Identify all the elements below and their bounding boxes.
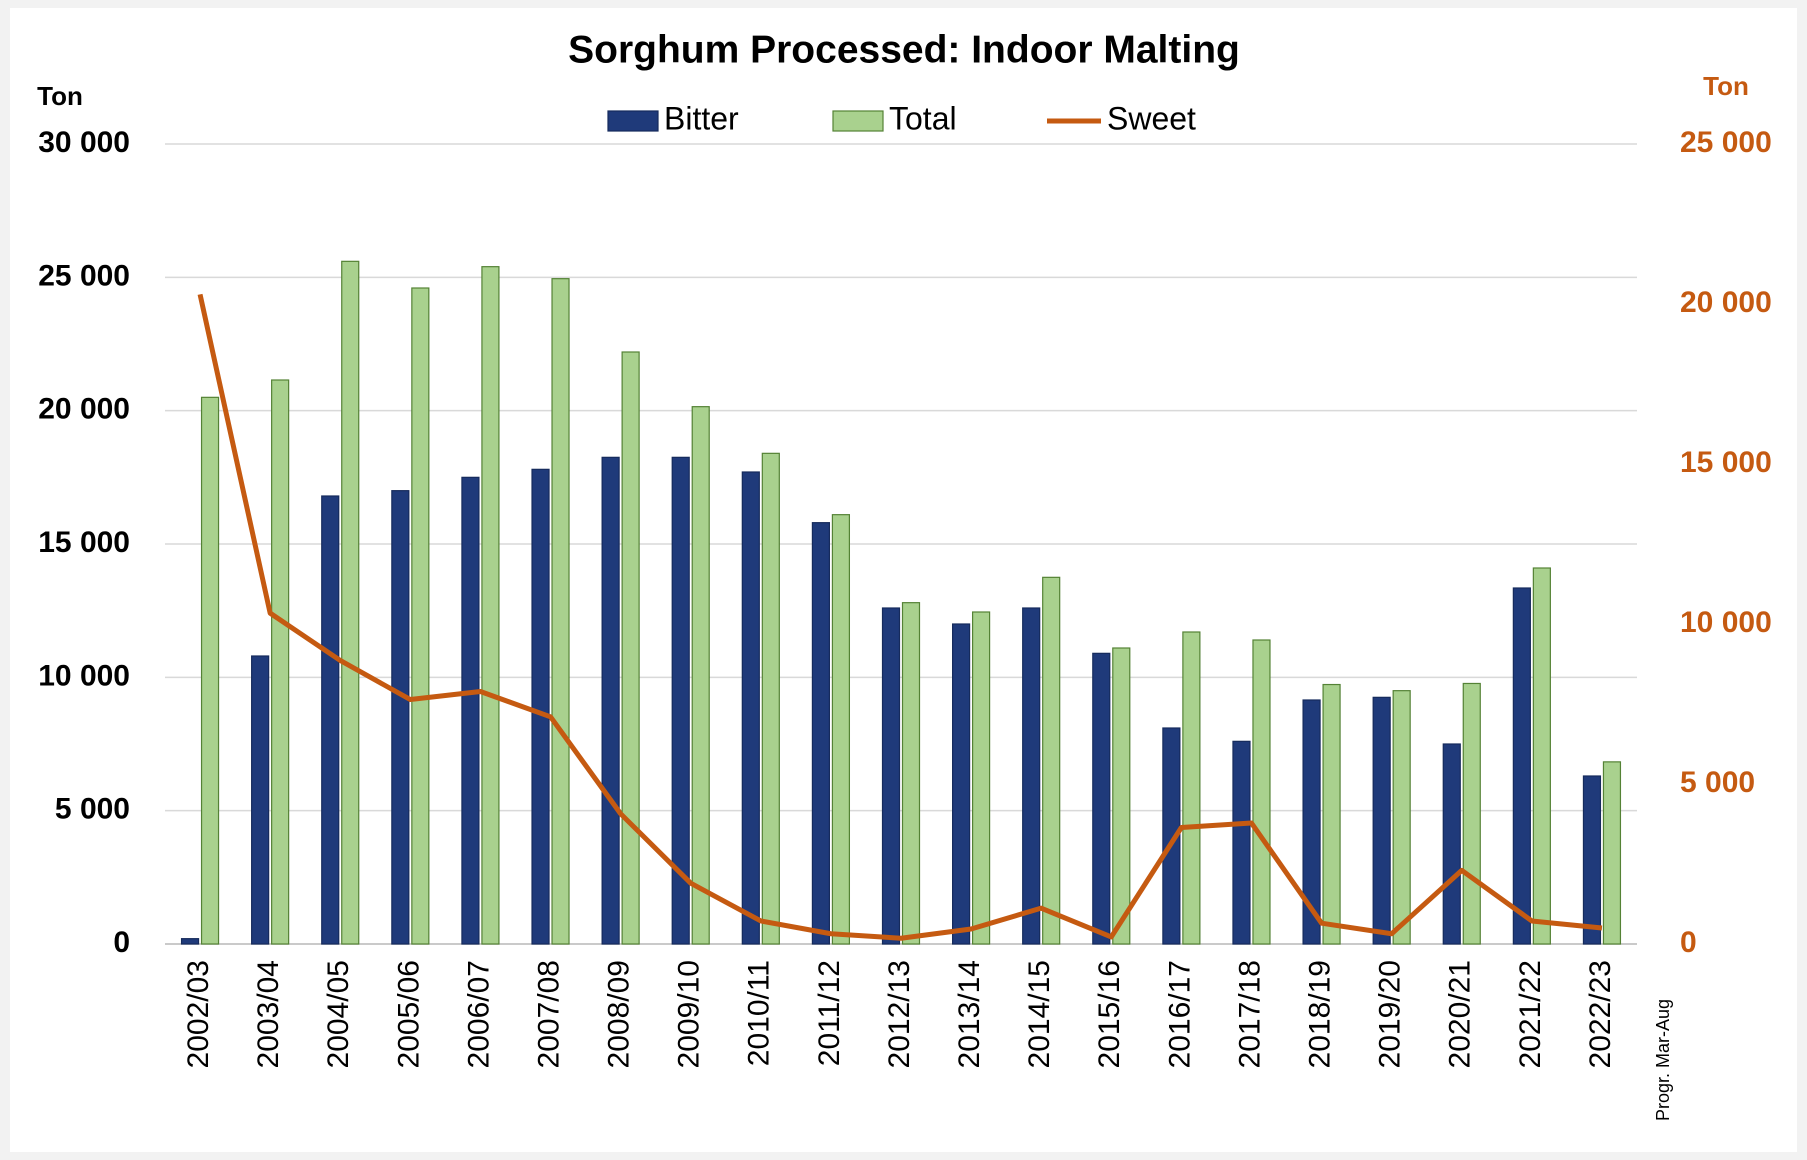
x-tick-label: 2015/16 bbox=[1093, 960, 1126, 1068]
bar bbox=[531, 468, 550, 945]
y2-tick-label: 20 000 bbox=[1680, 286, 1772, 319]
bar bbox=[1582, 775, 1602, 945]
legend-label: Sweet bbox=[1107, 100, 1196, 136]
x-tick-label: 2013/14 bbox=[953, 960, 986, 1068]
bar bbox=[271, 379, 290, 945]
y-tick-label: 10 000 bbox=[38, 659, 130, 692]
y-tick-label: 15 000 bbox=[38, 526, 130, 559]
bar bbox=[321, 495, 340, 945]
x-tick-label: 2011/12 bbox=[813, 960, 846, 1066]
bar bbox=[1302, 699, 1321, 945]
bar bbox=[341, 260, 360, 945]
bar bbox=[551, 278, 570, 945]
bar bbox=[621, 351, 640, 945]
line-series bbox=[197, 293, 1603, 941]
bar bbox=[1392, 690, 1411, 945]
bar bbox=[200, 396, 220, 945]
chart-title: Sorghum Processed: Indoor Malting bbox=[568, 28, 1240, 71]
x-tick-label: 2007/08 bbox=[532, 960, 565, 1068]
bar bbox=[901, 602, 921, 945]
bar bbox=[411, 287, 430, 945]
bar bbox=[1462, 682, 1481, 945]
legend-swatch bbox=[607, 110, 659, 132]
bar bbox=[951, 623, 971, 945]
x-tick-label: 2008/09 bbox=[603, 960, 636, 1068]
bar bbox=[761, 452, 780, 945]
y-axis-label: Ton bbox=[37, 81, 83, 111]
legend-swatch bbox=[832, 110, 884, 132]
bar bbox=[180, 938, 200, 945]
x-tick-label: 2003/04 bbox=[252, 960, 285, 1068]
bar bbox=[461, 476, 480, 945]
chart-background bbox=[10, 8, 1797, 1152]
y-tick-label: 30 000 bbox=[38, 126, 130, 159]
x-tick-label: 2016/17 bbox=[1163, 960, 1196, 1068]
x-tick-label: 2012/13 bbox=[883, 960, 916, 1068]
bar bbox=[741, 471, 760, 945]
bar bbox=[391, 490, 410, 945]
bar bbox=[1232, 740, 1251, 945]
y-tick-label: 5 000 bbox=[55, 793, 130, 826]
bar bbox=[1602, 761, 1622, 945]
bar bbox=[1042, 576, 1061, 945]
x-tick-label: 2020/21 bbox=[1444, 960, 1477, 1068]
legend-label: Bitter bbox=[664, 100, 739, 136]
x-tick-label: 2018/19 bbox=[1303, 960, 1336, 1068]
bar bbox=[481, 266, 500, 945]
bar bbox=[1532, 567, 1551, 945]
bar bbox=[1092, 652, 1111, 945]
bar bbox=[1442, 743, 1461, 945]
annotation: Progr. Mar-Aug bbox=[1653, 999, 1673, 1121]
bar bbox=[971, 611, 991, 945]
y2-tick-label: 10 000 bbox=[1680, 606, 1772, 639]
x-tick-label: 2019/20 bbox=[1374, 960, 1407, 1068]
x-tick-label: 2010/11 bbox=[743, 960, 776, 1066]
y2-axis-label: Ton bbox=[1703, 71, 1749, 101]
bar bbox=[671, 456, 690, 945]
bar bbox=[1112, 647, 1131, 945]
x-tick-label: 2006/07 bbox=[462, 960, 495, 1068]
bar bbox=[1322, 683, 1341, 945]
x-tick-label: 2004/05 bbox=[322, 960, 355, 1068]
y-tick-label: 20 000 bbox=[38, 393, 130, 426]
y2-tick-label: 15 000 bbox=[1680, 446, 1772, 479]
x-tick-label: 2022/23 bbox=[1584, 960, 1617, 1068]
y-tick-label: 25 000 bbox=[38, 259, 130, 292]
y2-tick-label: 5 000 bbox=[1680, 766, 1755, 799]
bar bbox=[1162, 727, 1181, 945]
bar bbox=[1182, 631, 1201, 945]
bar bbox=[1252, 639, 1271, 945]
x-tick-label: 2014/15 bbox=[1023, 960, 1056, 1068]
bar bbox=[831, 514, 851, 945]
x-tick-label: 2021/22 bbox=[1514, 960, 1547, 1068]
x-tick-label: 2017/18 bbox=[1233, 960, 1266, 1068]
x-tick-label: 2002/03 bbox=[182, 960, 215, 1068]
legend-label: Total bbox=[889, 100, 957, 136]
x-tick-label: 2005/06 bbox=[392, 960, 425, 1068]
bar bbox=[601, 456, 620, 945]
y2-tick-label: 0 bbox=[1680, 926, 1697, 959]
y-tick-label: 0 bbox=[113, 926, 130, 959]
bar bbox=[1512, 587, 1531, 945]
bar bbox=[1022, 607, 1041, 945]
y2-tick-label: 25 000 bbox=[1680, 126, 1772, 159]
bar bbox=[1372, 696, 1391, 945]
bar bbox=[251, 655, 270, 945]
x-tick-label: 2009/10 bbox=[673, 960, 706, 1068]
bar bbox=[881, 607, 901, 945]
bar bbox=[811, 522, 831, 945]
bar bbox=[691, 406, 710, 945]
